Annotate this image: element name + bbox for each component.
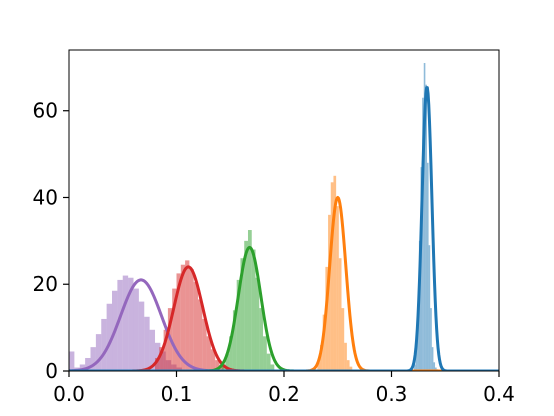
histogram-bar bbox=[172, 288, 177, 371]
histogram-bar bbox=[266, 353, 271, 371]
x-tick-label: 0.4 bbox=[483, 382, 515, 406]
histogram-bar bbox=[263, 336, 267, 371]
histogram-bar bbox=[414, 364, 416, 371]
histogram-bar bbox=[349, 366, 353, 371]
histogram-bar bbox=[259, 308, 264, 371]
histogram-bar bbox=[255, 277, 260, 371]
histogram-bar bbox=[90, 347, 96, 371]
histogram-bar bbox=[221, 364, 226, 371]
histogram-bar bbox=[185, 260, 190, 371]
histogram-bar bbox=[251, 249, 256, 371]
histogram-bar bbox=[69, 351, 75, 371]
histogram-bar bbox=[431, 347, 434, 371]
histogram-bar bbox=[423, 63, 426, 371]
histogram-bar bbox=[328, 214, 331, 371]
histogram-bar bbox=[322, 314, 326, 371]
y-axis: 0 20 40 60 bbox=[33, 99, 69, 383]
histogram-bar bbox=[180, 264, 186, 371]
histogram-bar bbox=[117, 279, 123, 371]
histogram-bar bbox=[425, 84, 427, 371]
histogram-bar bbox=[435, 367, 437, 371]
histogram-bar bbox=[428, 245, 431, 371]
histogram-bar bbox=[338, 258, 342, 371]
histogram-bar bbox=[79, 364, 86, 371]
histogram-bar bbox=[155, 357, 160, 371]
series-2-bars bbox=[155, 260, 224, 371]
histogram-bar bbox=[101, 318, 107, 371]
histogram-bar bbox=[128, 277, 134, 371]
histogram-bar bbox=[149, 329, 156, 371]
x-tick-label: 0.0 bbox=[53, 382, 85, 406]
histogram-bar bbox=[330, 182, 334, 371]
histogram-bar bbox=[198, 299, 203, 371]
histogram-bar bbox=[189, 269, 194, 371]
histogram-bar bbox=[206, 336, 211, 371]
x-tick-label: 0.1 bbox=[161, 382, 193, 406]
histogram-bar bbox=[193, 282, 198, 371]
y-tick-label: 40 bbox=[33, 185, 58, 209]
histogram-bar bbox=[159, 347, 164, 371]
histogram-bar bbox=[336, 206, 339, 371]
histogram-bar bbox=[225, 353, 230, 371]
series-1-fit-line bbox=[69, 278, 499, 371]
histogram-bar bbox=[320, 344, 323, 371]
histogram-bar bbox=[426, 162, 429, 371]
histogram-bar bbox=[247, 230, 252, 371]
y-tick-label: 0 bbox=[45, 359, 58, 383]
plot-area bbox=[69, 63, 499, 371]
histogram-bar bbox=[232, 310, 237, 371]
histogram-bar bbox=[430, 308, 432, 371]
histogram-bar bbox=[346, 360, 350, 371]
histogram-bar bbox=[433, 362, 436, 371]
histogram-bar bbox=[144, 316, 150, 371]
histogram-bar bbox=[422, 97, 424, 371]
histogram-bar bbox=[138, 301, 145, 371]
x-axis: 0.0 0.1 0.2 0.3 0.4 bbox=[53, 371, 515, 406]
plot-frame bbox=[68, 49, 500, 372]
histogram-bar bbox=[95, 334, 102, 371]
histogram-bar bbox=[415, 344, 418, 371]
histogram-bar bbox=[85, 357, 91, 371]
histogram-bar bbox=[240, 258, 245, 371]
histogram-bar bbox=[333, 175, 337, 371]
histogram-bar bbox=[202, 318, 207, 371]
x-tick-label: 0.3 bbox=[376, 382, 408, 406]
histogram-bar bbox=[341, 308, 345, 371]
histogram-bar bbox=[210, 349, 216, 371]
y-tick-label: 60 bbox=[33, 99, 58, 123]
x-tick-label: 0.2 bbox=[268, 382, 300, 406]
histogram-bar bbox=[229, 336, 233, 371]
histogram-bar bbox=[270, 364, 275, 371]
series-5-fit-line bbox=[69, 86, 499, 371]
histogram-bar bbox=[215, 360, 220, 371]
histogram-bar bbox=[176, 273, 181, 371]
histogram-bar bbox=[317, 362, 321, 371]
y-tick-label: 20 bbox=[33, 272, 58, 296]
histogram-bar bbox=[344, 342, 347, 371]
histogram-bar bbox=[244, 240, 248, 371]
series-3-bars bbox=[221, 230, 275, 371]
histogram-bar bbox=[236, 279, 241, 371]
histogram-bar bbox=[133, 288, 139, 371]
histogram-bar bbox=[106, 303, 113, 371]
histogram-bar bbox=[122, 275, 129, 371]
histogram-bar bbox=[163, 329, 168, 371]
